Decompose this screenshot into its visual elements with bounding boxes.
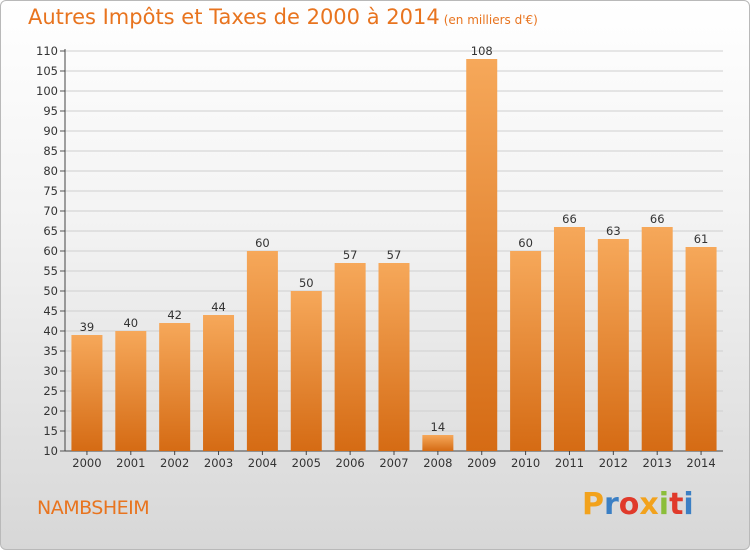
logo-letter: r (604, 487, 619, 522)
x-tick-label: 2011 (555, 456, 584, 470)
y-tick-label: 40 (43, 324, 58, 338)
bar-value-label: 57 (387, 248, 402, 262)
y-tick-label: 75 (43, 184, 58, 198)
y-tick-label: 30 (43, 364, 58, 378)
chart-title: Autres Impôts et Taxes de 2000 à 2014 (en… (28, 5, 538, 29)
y-tick-label: 90 (43, 124, 58, 138)
y-tick-label: 65 (43, 224, 58, 238)
commune-name: NAMBSHEIM (37, 497, 150, 519)
x-tick-label: 2006 (335, 456, 364, 470)
bar-value-label: 39 (80, 320, 95, 334)
bar (641, 227, 673, 451)
logo-letter: x (639, 487, 659, 522)
x-tick-label: 2012 (599, 456, 628, 470)
y-tick-label: 70 (43, 204, 58, 218)
bar-value-label: 61 (694, 232, 709, 246)
y-tick-label: 85 (43, 144, 58, 158)
y-tick-label: 45 (43, 304, 58, 318)
x-tick-label: 2010 (511, 456, 540, 470)
y-tick-label: 15 (43, 424, 58, 438)
x-tick-label: 2008 (423, 456, 452, 470)
logo-letter: t (669, 487, 684, 522)
bar-value-label: 60 (518, 236, 533, 250)
bar-value-label: 44 (211, 300, 226, 314)
bar (685, 247, 717, 451)
logo-letter: o (618, 487, 640, 522)
bar (466, 59, 498, 451)
y-tick-label: 100 (36, 84, 58, 98)
y-tick-label: 50 (43, 284, 58, 298)
proxiti-logo: Proxiti (582, 487, 694, 522)
bar-value-label: 108 (471, 44, 493, 58)
x-tick-label: 2000 (72, 456, 101, 470)
bar-value-label: 66 (562, 212, 577, 226)
bar (334, 263, 366, 451)
bar (510, 251, 542, 451)
bar (159, 323, 191, 451)
logo-letter: P (582, 487, 604, 522)
y-tick-label: 60 (43, 244, 58, 258)
bar-value-label: 60 (255, 236, 270, 250)
y-tick-label: 35 (43, 344, 58, 358)
chart-unit-label: (en milliers d'€) (443, 13, 538, 27)
bar-value-label: 50 (299, 276, 314, 290)
x-tick-label: 2009 (467, 456, 496, 470)
bar (71, 335, 103, 451)
bar (422, 435, 454, 451)
bar (553, 227, 585, 451)
x-tick-label: 2013 (643, 456, 672, 470)
bar-value-label: 40 (123, 316, 138, 330)
bar (290, 291, 322, 451)
bar (203, 315, 235, 451)
bar-value-label: 66 (650, 212, 665, 226)
y-tick-label: 80 (43, 164, 58, 178)
y-tick-label: 110 (36, 44, 58, 58)
bar (115, 331, 147, 451)
y-tick-label: 20 (43, 404, 58, 418)
bar (378, 263, 410, 451)
bar-value-label: 57 (343, 248, 358, 262)
y-tick-label: 95 (43, 104, 58, 118)
bar-value-label: 14 (431, 420, 446, 434)
x-tick-label: 2004 (248, 456, 277, 470)
logo-letter: i (658, 487, 670, 522)
y-tick-label: 10 (43, 444, 58, 458)
bar (246, 251, 278, 451)
x-tick-label: 2003 (204, 456, 233, 470)
x-tick-label: 2001 (116, 456, 145, 470)
chart-title-text: Autres Impôts et Taxes de 2000 à 2014 (28, 5, 440, 29)
x-tick-label: 2005 (292, 456, 321, 470)
y-tick-label: 55 (43, 264, 58, 278)
y-tick-label: 25 (43, 384, 58, 398)
bar-value-label: 63 (606, 224, 621, 238)
x-tick-label: 2002 (160, 456, 189, 470)
bar-value-label: 42 (167, 308, 182, 322)
x-tick-label: 2014 (686, 456, 715, 470)
logo-letter: i (683, 487, 694, 522)
x-tick-label: 2007 (379, 456, 408, 470)
bar (597, 239, 629, 451)
y-tick-label: 105 (36, 64, 58, 78)
